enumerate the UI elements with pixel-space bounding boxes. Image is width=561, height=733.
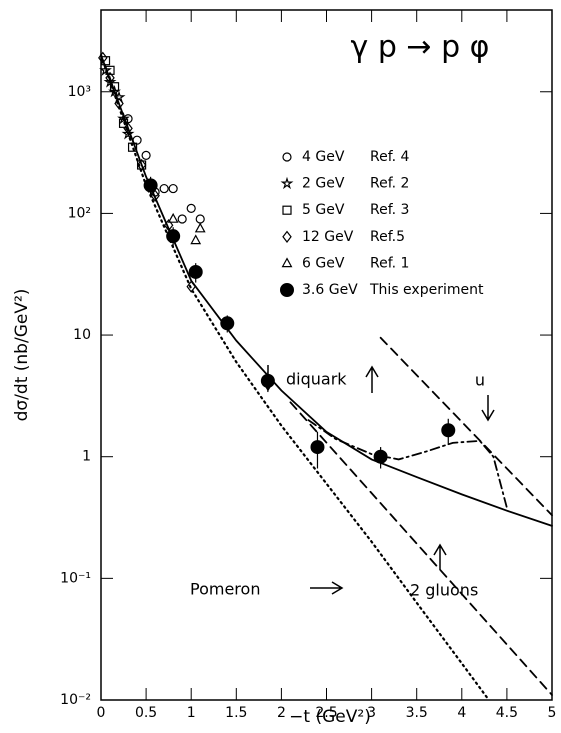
legend-label: 12 GeV (302, 229, 354, 245)
annotation: diquark (286, 370, 347, 389)
annotation: Pomeron (190, 580, 260, 599)
legend-label: 6 GeV (302, 255, 345, 271)
legend-label: 5 GeV (302, 202, 345, 218)
curve (289, 401, 553, 696)
point (177, 214, 187, 224)
curve (379, 336, 553, 517)
x-tick-label: 2 (277, 705, 286, 721)
x-tick-label: 0 (97, 705, 106, 721)
point (105, 65, 115, 75)
point (188, 264, 203, 279)
point (186, 203, 196, 213)
point (136, 158, 147, 172)
plot-frame (100, 9, 553, 701)
legend-ref: Ref. 3 (370, 202, 409, 218)
curve (307, 419, 508, 509)
point (98, 51, 108, 65)
legend-ref: This experiment (369, 282, 484, 298)
point (117, 111, 131, 125)
legend-marker (280, 176, 294, 190)
point (186, 280, 196, 293)
legend-ref: Ref. 2 (370, 176, 409, 192)
legend-label: 3.6 GeV (302, 282, 358, 298)
legend-label: 4 GeV (302, 149, 345, 165)
point (373, 449, 388, 464)
legend-marker (280, 283, 295, 298)
point (114, 97, 124, 110)
point (105, 71, 115, 85)
legend-marker (282, 230, 292, 243)
legend-marker (282, 205, 292, 215)
y-tick-label: 10 (73, 327, 91, 343)
point (167, 212, 179, 223)
y-tick-label: 10² (68, 205, 91, 221)
legend-marker (282, 152, 292, 162)
annotation: 2 gluons (410, 581, 478, 600)
annotation: u (475, 371, 485, 390)
x-tick-label: 1 (187, 705, 196, 721)
x-tick-label: 4.5 (496, 705, 518, 721)
chart-title: γ p → p φ (351, 30, 490, 65)
y-axis-label: dσ/dt (nb/GeV²) (12, 289, 32, 422)
y-tick-label: 10³ (68, 84, 91, 100)
point (123, 122, 133, 135)
x-axis-label: −t (GeV²) (289, 707, 371, 727)
point (109, 82, 120, 92)
point (441, 423, 456, 438)
point (143, 178, 158, 193)
legend-ref: Ref. 4 (370, 149, 410, 165)
point (127, 142, 138, 152)
point (168, 183, 178, 194)
legend-ref: Ref.5 (370, 229, 405, 245)
x-tick-label: 0.5 (135, 705, 157, 721)
x-tick-label: 2.5 (315, 705, 337, 721)
x-tick-label: 3.5 (406, 705, 428, 721)
legend-label: 2 GeV (302, 176, 345, 192)
point (121, 127, 135, 140)
point (190, 234, 202, 245)
point (150, 189, 160, 202)
point (159, 183, 169, 194)
point (163, 219, 174, 232)
legend-ref: Ref. 1 (370, 255, 409, 271)
x-tick-label: 3 (367, 705, 376, 721)
legend-marker (281, 257, 293, 268)
y-tick-label: 10⁻² (60, 692, 91, 708)
arrows (261, 365, 495, 595)
y-tick-label: 1 (82, 449, 91, 465)
point (310, 440, 325, 455)
point (260, 373, 275, 388)
point (195, 214, 205, 224)
point (194, 222, 206, 233)
x-tick-label: 1.5 (225, 705, 247, 721)
x-tick-label: 4 (457, 705, 466, 721)
point (220, 316, 235, 331)
point (141, 150, 151, 160)
y-tick-label: 10⁻¹ (60, 570, 91, 586)
point (166, 229, 181, 244)
x-tick-label: 5 (548, 705, 557, 721)
